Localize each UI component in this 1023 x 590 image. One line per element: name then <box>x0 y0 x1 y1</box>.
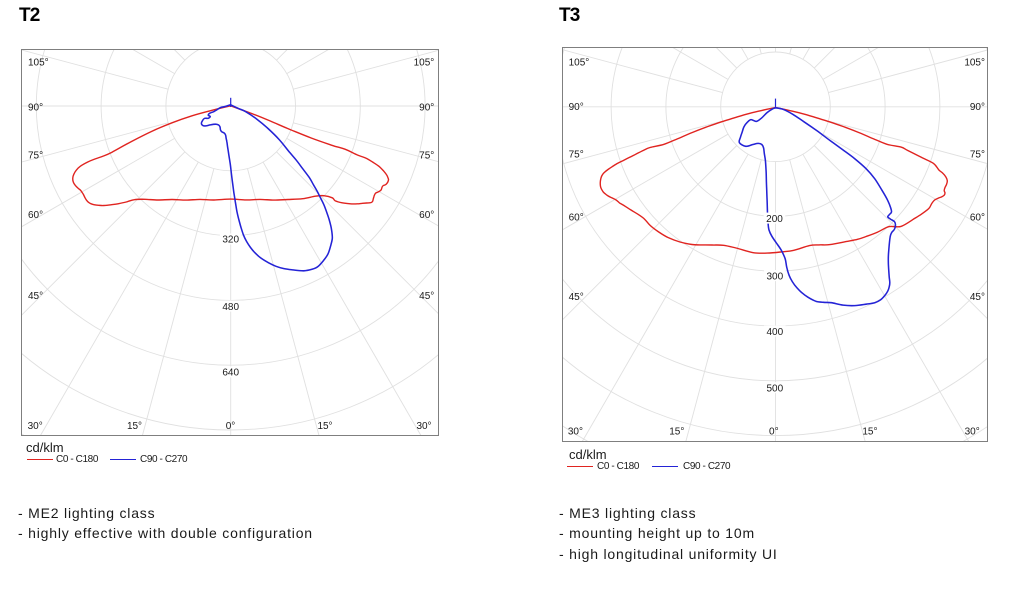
svg-text:480: 480 <box>222 302 239 313</box>
svg-text:30°: 30° <box>416 421 431 432</box>
svg-text:105°: 105° <box>414 58 435 69</box>
svg-text:30°: 30° <box>965 427 980 438</box>
svg-text:105°: 105° <box>964 58 985 69</box>
svg-text:45°: 45° <box>970 292 985 303</box>
svg-text:15°: 15° <box>669 427 684 438</box>
svg-text:105°: 105° <box>28 58 49 69</box>
svg-text:75°: 75° <box>970 150 985 161</box>
svg-text:90°: 90° <box>419 103 434 114</box>
svg-text:15°: 15° <box>317 421 332 432</box>
svg-text:200: 200 <box>766 214 783 225</box>
svg-text:15°: 15° <box>862 427 877 438</box>
svg-text:0°: 0° <box>226 421 236 432</box>
svg-text:60°: 60° <box>569 213 584 224</box>
svg-text:90°: 90° <box>970 102 985 113</box>
svg-text:45°: 45° <box>419 291 434 302</box>
svg-text:15°: 15° <box>127 421 142 432</box>
svg-text:0°: 0° <box>769 427 779 438</box>
svg-text:400: 400 <box>766 327 783 338</box>
svg-text:90°: 90° <box>28 103 43 114</box>
svg-text:105°: 105° <box>569 58 590 69</box>
svg-text:75°: 75° <box>28 151 43 162</box>
svg-text:640: 640 <box>222 368 239 379</box>
svg-text:320: 320 <box>222 235 239 246</box>
svg-text:60°: 60° <box>419 210 434 221</box>
svg-text:90°: 90° <box>569 102 584 113</box>
svg-text:75°: 75° <box>419 151 434 162</box>
svg-text:60°: 60° <box>970 213 985 224</box>
svg-text:75°: 75° <box>569 150 584 161</box>
svg-text:45°: 45° <box>28 291 43 302</box>
svg-text:30°: 30° <box>568 427 583 438</box>
svg-text:500: 500 <box>766 383 783 394</box>
svg-text:45°: 45° <box>569 292 584 303</box>
svg-text:60°: 60° <box>28 210 43 221</box>
svg-text:30°: 30° <box>28 421 43 432</box>
svg-text:300: 300 <box>766 271 783 282</box>
